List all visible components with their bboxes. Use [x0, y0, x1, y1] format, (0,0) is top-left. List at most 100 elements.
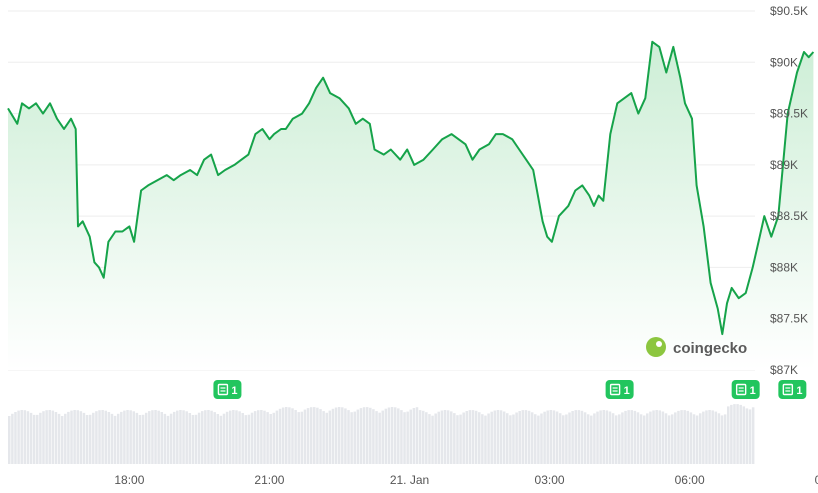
volume-bar — [48, 410, 51, 464]
volume-bar — [247, 414, 251, 464]
volume-bar — [537, 415, 540, 464]
volume-bar — [571, 411, 574, 464]
volume-bar — [359, 408, 363, 464]
volume-bar — [275, 410, 279, 464]
volume-bar — [745, 408, 749, 464]
volume-bar — [646, 413, 649, 464]
volume-bar — [60, 416, 64, 464]
volume-bar — [381, 410, 385, 464]
volume-bar — [474, 410, 478, 464]
volume-bar — [126, 410, 129, 464]
volume-bar — [670, 414, 674, 464]
volume-bar — [468, 410, 472, 464]
volume-bar — [194, 414, 198, 464]
volume-bar — [661, 411, 665, 464]
volume-bar — [148, 411, 151, 464]
volume-bar — [225, 411, 229, 464]
volume-bar — [375, 411, 378, 464]
x-tick-label: 06:00 — [675, 473, 705, 487]
volume-bar — [17, 410, 20, 464]
volume-bar — [387, 407, 391, 464]
volume-bar — [515, 412, 518, 464]
volume-bar — [331, 408, 335, 464]
volume-bar — [412, 408, 416, 464]
volume-bar — [23, 410, 27, 464]
y-tick-label: $87.5K — [770, 312, 808, 326]
volume-bar — [39, 412, 42, 464]
volume-bar — [85, 415, 89, 464]
volume-bar — [365, 407, 369, 464]
volume-bar — [440, 410, 444, 464]
volume-bar — [197, 412, 201, 464]
volume-bar — [362, 407, 366, 464]
volume-bar — [736, 404, 739, 464]
volume-bar — [207, 410, 210, 464]
news-icon — [782, 383, 794, 396]
volume-bar — [577, 410, 581, 464]
volume-bar — [428, 414, 431, 464]
volume-bar — [319, 409, 322, 464]
volume-bar — [608, 411, 612, 464]
volume-bar — [11, 413, 14, 464]
volume-bar — [210, 410, 213, 464]
volume-bar — [384, 408, 388, 464]
volume-bar — [57, 413, 61, 464]
news-icon — [217, 383, 229, 396]
event-markers: 1 1 1 1 — [213, 380, 807, 399]
volume-bar — [636, 412, 640, 464]
volume-bar — [614, 415, 618, 464]
volume-bar — [285, 407, 288, 464]
event-marker-count: 1 — [624, 385, 630, 397]
volume-bar — [266, 412, 269, 464]
volume-bar — [720, 415, 724, 464]
volume-bar — [328, 410, 332, 464]
volume-bar — [144, 412, 148, 464]
volume-bar — [160, 412, 164, 464]
volume-bar — [288, 407, 291, 464]
volume-bar — [568, 412, 571, 464]
volume-bar — [120, 411, 123, 464]
volume-bar — [82, 412, 86, 464]
volume-bar — [222, 413, 226, 464]
volume-bar — [313, 407, 316, 464]
y-tick-label: $89K — [770, 158, 798, 172]
volume-bar — [213, 412, 216, 464]
event-marker[interactable]: 1 — [778, 380, 807, 399]
volume-bar — [20, 410, 23, 464]
volume-bar — [341, 407, 344, 464]
price-area — [8, 41, 814, 371]
volume-bar — [238, 411, 241, 464]
volume-bar — [733, 404, 736, 464]
volume-bar — [151, 410, 154, 464]
event-marker[interactable]: 1 — [213, 380, 242, 399]
volume-bar — [107, 412, 111, 464]
volume-bar — [602, 410, 605, 464]
volume-bar — [244, 415, 248, 464]
volume-bar — [154, 410, 157, 464]
volume-bar — [437, 411, 441, 464]
volume-bar — [708, 410, 711, 464]
volume-bar — [518, 411, 521, 464]
volume-bar — [169, 413, 173, 464]
volume-bar — [176, 410, 179, 464]
volume-bar — [303, 409, 307, 464]
volume-bar — [8, 416, 11, 464]
volume-bar — [677, 410, 680, 464]
volume-bar — [655, 410, 658, 464]
event-marker[interactable]: 1 — [731, 380, 760, 399]
volume-bar — [534, 414, 537, 464]
y-tick-label: $88K — [770, 260, 798, 274]
volume-bar — [705, 410, 708, 464]
volume-bar — [322, 411, 325, 464]
event-marker[interactable]: 1 — [605, 380, 634, 399]
volume-bar — [549, 410, 553, 464]
x-tick-label: 21:00 — [254, 473, 284, 487]
volume-bar — [530, 412, 534, 464]
volume-bar — [698, 413, 702, 464]
volume-bar — [456, 415, 459, 464]
y-tick-label: $90K — [770, 55, 798, 69]
volume-bar — [421, 410, 425, 464]
volume-bar — [605, 410, 609, 464]
volume-bar — [453, 413, 456, 464]
